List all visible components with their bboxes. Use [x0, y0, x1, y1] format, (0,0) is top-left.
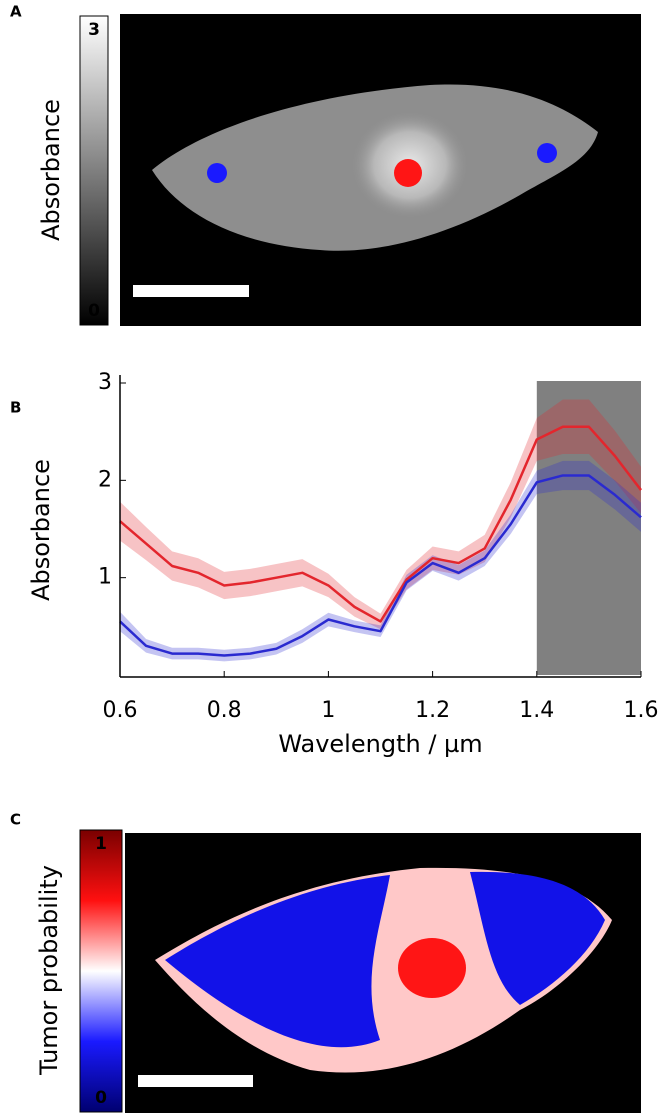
y-axis-label: Absorbance [27, 459, 55, 601]
error-band [120, 399, 641, 630]
x-tick-label: 1.6 [624, 698, 659, 723]
colorbar-label: Tumor probability [35, 865, 63, 1076]
line [119, 474, 642, 657]
panel-letter: B [10, 399, 21, 417]
scale-bar [138, 1075, 253, 1087]
red-marker [394, 159, 422, 187]
scale-bar [133, 285, 249, 297]
x-tick-label: 1 [321, 698, 335, 723]
blue-marker [537, 143, 557, 163]
x-tick-label: 1.4 [519, 698, 554, 723]
y-tick-label: 1 [98, 565, 112, 590]
line [119, 425, 642, 623]
colorbar-tick-label: 1 [95, 834, 107, 854]
low-probability-region [470, 871, 605, 1005]
panel-letter: C [10, 811, 21, 829]
colorbar-tick-label: 3 [88, 20, 100, 40]
colorbar [79, 829, 123, 1113]
colorbar-tick-label: 0 [88, 301, 100, 321]
error-band [120, 460, 641, 662]
y-tick-label: 3 [98, 370, 112, 395]
y-tick-label: 2 [98, 467, 112, 492]
panel-letter: A [10, 3, 22, 21]
colorbar-label: Absorbance [37, 99, 65, 241]
x-tick-label: 1.2 [415, 698, 450, 723]
low-probability-region [165, 875, 390, 1048]
x-tick-label: 0.8 [207, 698, 242, 723]
blue-marker [207, 163, 227, 183]
x-axis-label: Wavelength / µm [278, 730, 482, 758]
colorbar-tick-label: 0 [95, 1088, 107, 1108]
x-tick-label: 0.6 [103, 698, 138, 723]
high-probability-region [398, 938, 466, 998]
colorbar [79, 15, 109, 326]
